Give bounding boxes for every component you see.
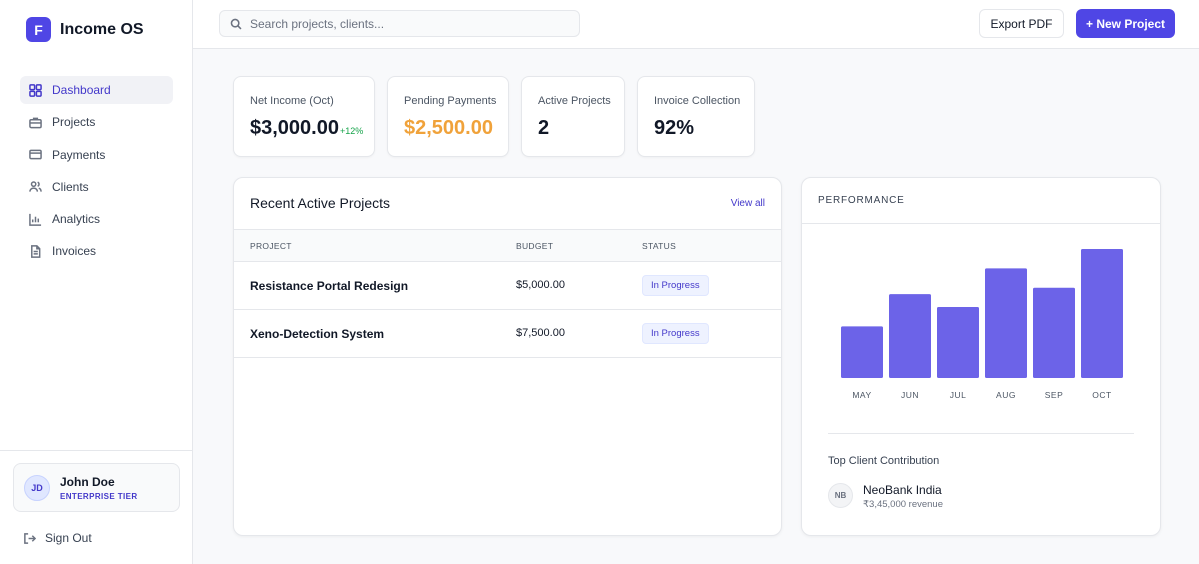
performance-bar-chart: MAY JUN JUL AUG SEP OCT xyxy=(841,249,1123,400)
table-header: PROJECT BUDGET STATUS xyxy=(234,229,781,262)
user-tier-badge: ENTERPRISE TIER xyxy=(60,491,138,501)
stat-card-net-income: Net Income (Oct) $3,000.00+12% xyxy=(233,76,375,157)
client-name: NeoBank India xyxy=(863,483,942,497)
stat-card-invoice-collection: Invoice Collection 92% xyxy=(637,76,755,157)
search-bar[interactable] xyxy=(219,10,580,37)
search-icon xyxy=(230,18,242,30)
project-budget: $5,000.00 xyxy=(516,279,565,291)
table-row[interactable]: Resistance Portal Redesign $5,000.00 In … xyxy=(234,262,781,310)
sidebar-item-label: Clients xyxy=(52,179,89,194)
top-client-label: Top Client Contribution xyxy=(828,455,940,467)
sidebar-item-label: Dashboard xyxy=(52,83,111,97)
sidebar-item-analytics[interactable]: Analytics xyxy=(20,205,173,233)
x-tick-label: SEP xyxy=(1045,390,1064,400)
top-header: Export PDF + New Project xyxy=(193,0,1199,49)
column-header-budget: BUDGET xyxy=(516,241,554,251)
brand-name: Income OS xyxy=(60,20,144,38)
project-name: Resistance Portal Redesign xyxy=(250,279,409,293)
search-input[interactable] xyxy=(250,16,570,31)
bar-oct xyxy=(1081,249,1123,378)
dashboard-grid-icon xyxy=(29,83,42,97)
export-pdf-button[interactable]: Export PDF xyxy=(979,9,1064,38)
card-title: PERFORMANCE xyxy=(818,195,905,206)
stat-label: Invoice Collection xyxy=(654,95,741,107)
user-name: John Doe xyxy=(60,474,115,489)
sign-out-label: Sign Out xyxy=(45,531,92,545)
sidebar-item-label: Projects xyxy=(52,115,96,130)
bar-jun xyxy=(889,294,931,378)
brand-logo: F xyxy=(26,17,51,42)
sidebar: F Income OS Dashboard Projects Payments xyxy=(0,0,193,564)
x-tick-label: OCT xyxy=(1092,390,1111,400)
avatar: JD xyxy=(24,474,50,501)
brand[interactable]: F Income OS xyxy=(26,17,144,42)
sidebar-item-label: Analytics xyxy=(52,212,101,227)
status-badge: In Progress xyxy=(642,275,709,296)
credit-card-icon xyxy=(29,148,42,161)
user-card[interactable]: JD John Doe ENTERPRISE TIER xyxy=(13,463,180,512)
stat-value: $3,000.00+12% xyxy=(250,117,363,140)
users-icon xyxy=(29,180,42,193)
stat-label: Active Projects xyxy=(538,95,611,107)
new-project-button[interactable]: + New Project xyxy=(1076,9,1175,38)
sidebar-item-clients[interactable]: Clients xyxy=(20,173,173,201)
document-icon xyxy=(29,245,42,258)
project-budget: $7,500.00 xyxy=(516,327,565,339)
sign-out-button[interactable]: Sign Out xyxy=(23,531,92,545)
bar-sep xyxy=(1033,287,1075,378)
status-badge: In Progress xyxy=(642,323,709,344)
column-header-status: STATUS xyxy=(642,241,677,251)
bar-chart-icon xyxy=(29,213,42,226)
sidebar-divider xyxy=(0,450,193,451)
sidebar-item-payments[interactable]: Payments xyxy=(20,141,173,169)
stat-value: $2,500.00 xyxy=(404,117,493,139)
performance-card: PERFORMANCE MAY JUN JUL AUG SEP OCT Top Clien… xyxy=(801,177,1161,536)
stat-card-pending-payments: Pending Payments $2,500.00 xyxy=(387,76,509,157)
bar-aug xyxy=(985,268,1027,378)
stat-label: Pending Payments xyxy=(404,95,497,107)
chart-divider xyxy=(828,433,1134,434)
sidebar-item-dashboard[interactable]: Dashboard xyxy=(20,76,173,104)
x-tick-label: AUG xyxy=(996,390,1016,400)
stat-delta-badge: +12% xyxy=(339,126,364,136)
table-row[interactable]: Xeno-Detection System $7,500.00 In Progr… xyxy=(234,310,781,358)
briefcase-icon xyxy=(29,116,42,129)
bar-jul xyxy=(937,307,979,378)
stat-value: 2 xyxy=(538,117,550,139)
x-tick-label: MAY xyxy=(852,390,871,400)
stat-value: 92% xyxy=(654,117,695,139)
view-all-link[interactable]: View all xyxy=(730,198,765,209)
x-tick-label: JUN xyxy=(901,390,919,400)
recent-projects-card: Recent Active Projects View all PROJECT … xyxy=(233,177,782,536)
x-tick-label: JUL xyxy=(950,390,967,400)
client-avatar: NB xyxy=(828,483,853,508)
column-header-project: PROJECT xyxy=(250,241,292,251)
sidebar-nav: Dashboard Projects Payments Clients Anal… xyxy=(20,76,173,270)
stat-card-active-projects: Active Projects 2 xyxy=(521,76,625,157)
sidebar-item-invoices[interactable]: Invoices xyxy=(20,237,173,265)
card-divider xyxy=(802,223,1160,224)
sign-out-icon xyxy=(24,532,36,544)
project-name: Xeno-Detection System xyxy=(250,327,385,341)
card-title: Recent Active Projects xyxy=(250,195,391,211)
sidebar-item-label: Invoices xyxy=(52,244,97,259)
net-income-value: $3,000.00 xyxy=(250,117,339,139)
client-revenue: ₹3,45,000 revenue xyxy=(863,499,943,510)
sidebar-item-label: Payments xyxy=(52,147,106,162)
stat-label: Net Income (Oct) xyxy=(250,95,334,107)
bar-may xyxy=(841,326,883,378)
sidebar-item-projects[interactable]: Projects xyxy=(20,108,173,136)
